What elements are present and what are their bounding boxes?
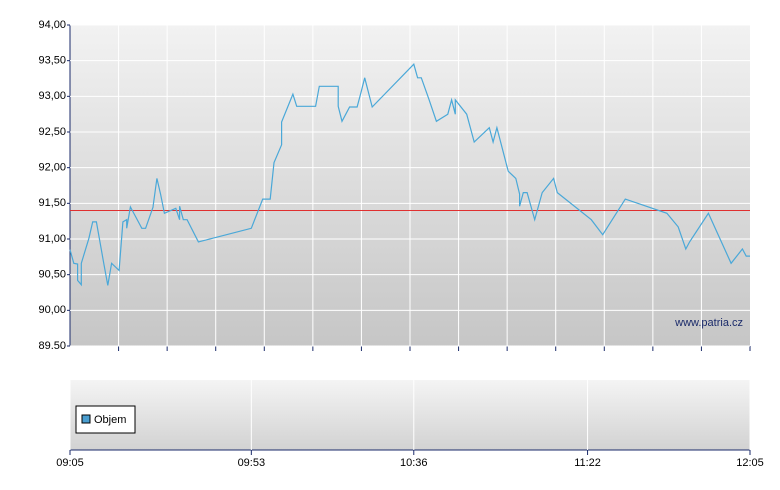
y-tick-label: 89.50: [38, 340, 66, 352]
legend-swatch: [81, 414, 91, 424]
y-tick-label: 93,00: [38, 90, 66, 102]
y-tick-label: 94,00: [38, 19, 66, 31]
y-tick-label: 90,00: [38, 304, 66, 316]
legend-label: Objem: [94, 414, 126, 426]
watermark: www.patria.cz: [674, 317, 743, 329]
y-tick-label: 93,50: [38, 55, 66, 67]
x-tick-label: 12:05: [736, 457, 764, 469]
y-tick-label: 92,00: [38, 162, 66, 174]
y-tick-label: 91,00: [38, 233, 66, 245]
price-line: [69, 63, 750, 287]
y-tick-label: 91,50: [38, 197, 66, 209]
x-tick-label: 11:22: [574, 457, 601, 469]
x-tick-label: 09:05: [56, 457, 84, 469]
x-tick-label: 09:53: [238, 457, 266, 469]
volume-area: [70, 380, 750, 450]
x-tick-label: 10:36: [400, 457, 428, 469]
y-tick-label: 90,50: [38, 269, 66, 281]
y-tick-label: 92,50: [38, 126, 66, 138]
